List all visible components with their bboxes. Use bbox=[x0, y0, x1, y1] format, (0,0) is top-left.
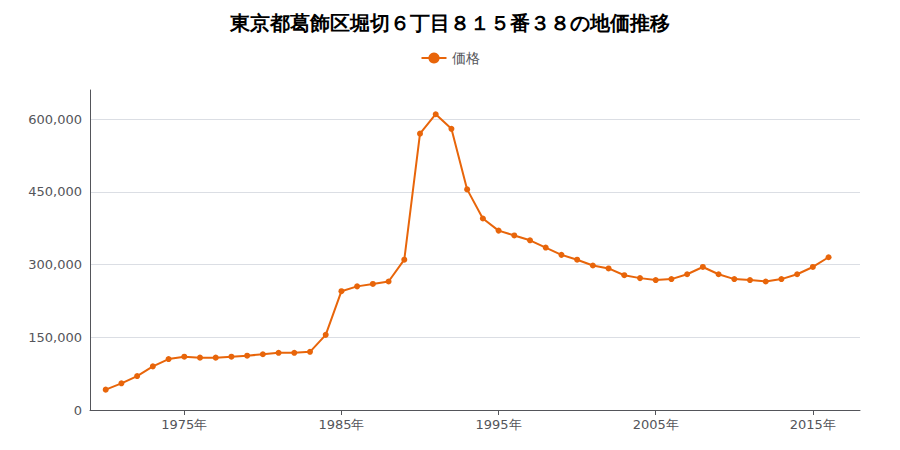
svg-text:2015年: 2015年 bbox=[790, 417, 836, 432]
svg-text:価格: 価格 bbox=[452, 50, 480, 66]
svg-text:150,000: 150,000 bbox=[28, 330, 82, 345]
svg-text:1985年: 1985年 bbox=[318, 417, 364, 432]
svg-text:2005年: 2005年 bbox=[633, 417, 679, 432]
svg-text:600,000: 600,000 bbox=[28, 112, 82, 127]
svg-text:300,000: 300,000 bbox=[28, 257, 82, 272]
svg-text:0: 0 bbox=[74, 403, 82, 418]
svg-text:1995年: 1995年 bbox=[476, 417, 522, 432]
svg-text:450,000: 450,000 bbox=[28, 184, 82, 199]
svg-text:東京都葛飾区堀切６丁目８１５番３８の地価推移: 東京都葛飾区堀切６丁目８１５番３８の地価推移 bbox=[229, 11, 670, 35]
svg-text:1975年: 1975年 bbox=[161, 417, 207, 432]
